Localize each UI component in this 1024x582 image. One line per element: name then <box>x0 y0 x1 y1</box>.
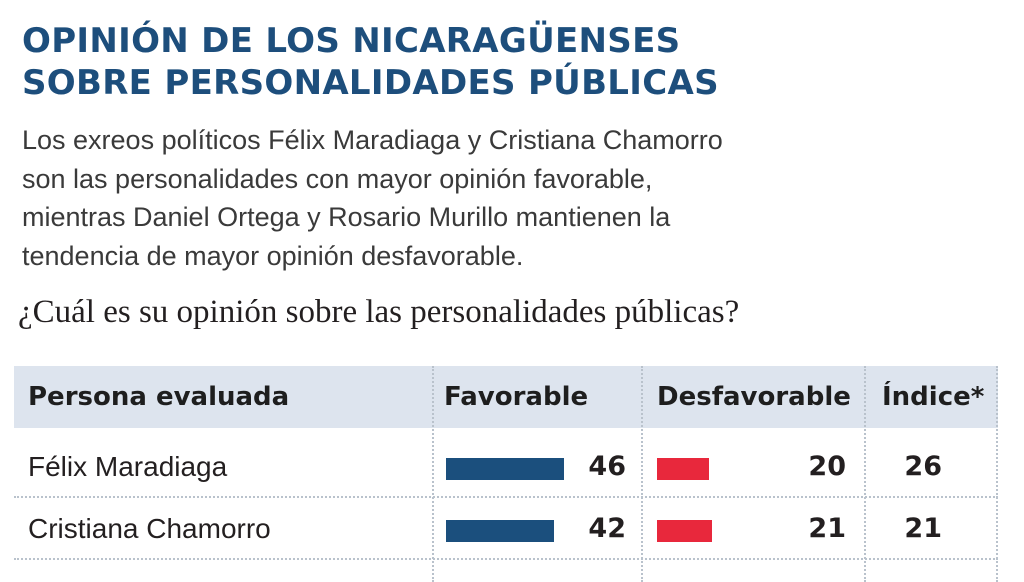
column-divider <box>864 366 866 582</box>
column-divider <box>996 366 998 582</box>
subtitle-line-1: Los exreos políticos Félix Maradiaga y C… <box>22 125 723 155</box>
favorable-bar <box>446 458 564 480</box>
favorable-bar <box>446 520 554 542</box>
persona-name: Cristiana Chamorro <box>28 513 271 544</box>
table-row: Cristiana Chamorro 42 21 21 <box>14 498 998 560</box>
header-favorable: Favorable <box>444 382 589 412</box>
subtitle: Los exreos políticos Félix Maradiaga y C… <box>22 121 862 275</box>
column-divider <box>432 366 434 582</box>
header-persona: Persona evaluada <box>28 382 290 412</box>
title-line-2: SOBRE PERSONALIDADES PÚBLICAS <box>22 63 719 103</box>
subtitle-line-4: tendencia de mayor opinión desfavorable. <box>22 240 524 271</box>
desfavorable-value: 21 <box>808 513 846 544</box>
header-desfavorable: Desfavorable <box>657 382 851 412</box>
favorable-value: 46 <box>588 451 626 482</box>
row-divider <box>14 496 998 498</box>
opinion-table: Persona evaluada Favorable Desfavorable … <box>14 366 998 582</box>
favorable-value: 42 <box>588 513 626 544</box>
title-line-1: OPINIÓN DE LOS NICARAGÜENSES <box>22 21 681 61</box>
persona-name: Félix Maradiaga <box>28 451 228 482</box>
desfavorable-value: 20 <box>808 451 846 482</box>
indice-value: 21 <box>904 513 942 544</box>
desfavorable-bar <box>657 520 712 542</box>
column-divider <box>641 366 643 582</box>
subtitle-line-3: mientras Daniel Ortega y Rosario Murillo… <box>22 202 671 232</box>
desfavorable-bar <box>657 458 709 480</box>
table-row: Félix Maradiaga 46 20 26 <box>14 436 998 498</box>
row-divider <box>14 558 998 560</box>
table-header: Persona evaluada Favorable Desfavorable … <box>14 366 998 428</box>
header-indice: Índice* <box>882 382 985 412</box>
chart-title: OPINIÓN DE LOS NICARAGÜENSES SOBRE PERSO… <box>22 20 719 104</box>
subtitle-line-2: son las personalidades con mayor opinión… <box>22 163 653 194</box>
survey-question: ¿Cuál es su opinión sobre las personalid… <box>18 294 740 330</box>
indice-value: 26 <box>904 451 942 482</box>
